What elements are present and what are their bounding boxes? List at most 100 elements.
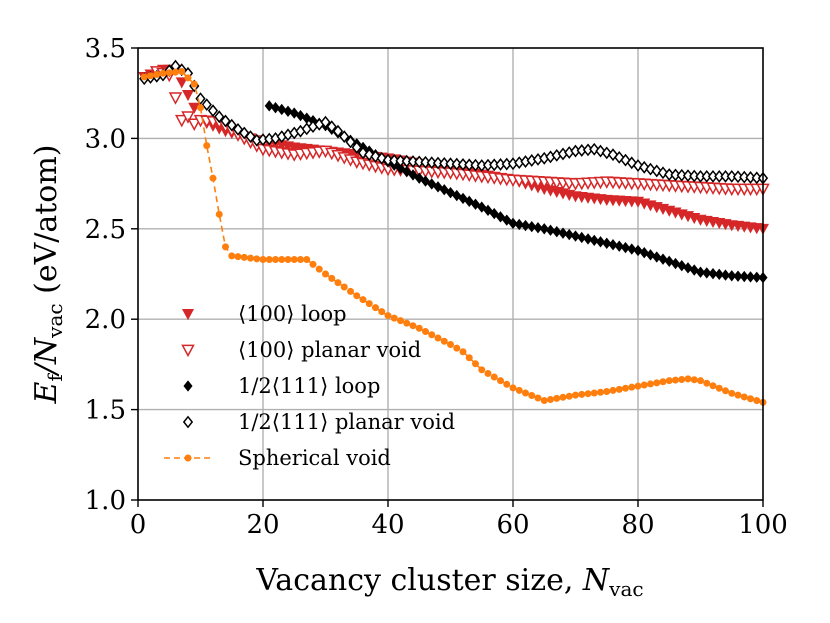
data-point <box>328 274 336 282</box>
data-point <box>728 389 736 397</box>
data-point <box>689 169 700 183</box>
legend-label: 1/2⟨111⟩ loop <box>238 374 380 398</box>
data-point <box>165 69 173 77</box>
data-point <box>401 154 412 168</box>
data-point <box>696 377 704 385</box>
ticks: 0 20 40 60 80 100 1.0 1.5 2.0 2.5 3.0 3.5 <box>85 34 788 540</box>
x-tick-label: 60 <box>496 510 529 540</box>
data-point <box>340 283 348 291</box>
data-point <box>746 395 754 403</box>
legend-marker <box>184 454 192 462</box>
data-point <box>290 256 298 264</box>
data-point <box>402 165 412 178</box>
data-point <box>415 324 423 332</box>
data-point <box>278 256 286 264</box>
data-point <box>739 270 749 283</box>
data-point <box>427 178 437 190</box>
data-point <box>465 354 473 362</box>
legend-label: Spherical void <box>238 446 391 470</box>
data-point <box>382 153 394 167</box>
data-point <box>489 207 499 220</box>
data-point <box>445 186 456 199</box>
data-point <box>670 168 681 182</box>
data-point <box>684 375 692 383</box>
data-point <box>534 394 542 402</box>
data-point <box>140 73 148 81</box>
data-point <box>726 169 737 183</box>
data-point <box>265 256 273 264</box>
legend-marker <box>182 415 194 429</box>
data-point <box>552 226 562 238</box>
data-point <box>620 241 631 254</box>
data-point <box>371 304 379 312</box>
legend-marker <box>181 344 195 358</box>
data-point <box>174 114 189 128</box>
data-point <box>627 243 637 255</box>
data-point <box>545 224 556 236</box>
data-point <box>215 210 223 218</box>
y-axis-title: Ef/Nvac (eV/atom) <box>29 144 67 404</box>
data-point <box>222 243 230 251</box>
data-point <box>570 230 581 242</box>
data-point <box>201 98 212 112</box>
data-point <box>595 236 606 248</box>
data-point <box>695 266 706 278</box>
data-point <box>409 322 417 330</box>
data-point <box>168 92 183 105</box>
data-point <box>596 388 604 396</box>
data-point <box>364 148 375 162</box>
data-point <box>564 228 574 241</box>
data-point <box>457 158 469 171</box>
data-point <box>528 391 536 399</box>
data-point <box>420 155 431 169</box>
data-point <box>727 270 737 282</box>
data-point <box>296 256 304 264</box>
data-point <box>332 124 344 138</box>
x-tick-label: 0 <box>130 510 147 540</box>
data-point <box>283 105 293 117</box>
data-point <box>690 376 698 384</box>
data-point <box>407 155 419 168</box>
data-point <box>471 360 479 368</box>
data-point <box>745 171 756 184</box>
data-point <box>608 239 618 251</box>
y-tick-label: 2.5 <box>85 215 126 245</box>
data-point <box>464 195 474 207</box>
data-point <box>470 198 481 210</box>
data-point <box>470 158 481 172</box>
data-point <box>602 237 612 249</box>
axes-frame <box>137 47 764 501</box>
data-point <box>527 220 537 233</box>
data-point <box>428 331 436 339</box>
data-point <box>459 348 467 356</box>
data-point <box>509 384 517 392</box>
series-1 <box>149 66 770 197</box>
data-point <box>553 394 561 402</box>
data-point <box>451 157 462 171</box>
data-point <box>453 344 461 352</box>
data-point <box>734 391 742 399</box>
data-point <box>709 382 717 390</box>
x-tick-label: 40 <box>371 510 404 540</box>
data-point <box>477 201 487 213</box>
data-point <box>751 171 762 185</box>
data-point <box>495 211 506 223</box>
data-point <box>745 271 756 283</box>
data-point <box>640 381 648 389</box>
legend-label: ⟨100⟩ planar void <box>238 338 421 362</box>
data-point <box>634 382 642 390</box>
data-point <box>484 369 492 377</box>
data-point <box>715 384 723 392</box>
data-point <box>396 317 404 325</box>
data-point <box>434 334 442 342</box>
data-point <box>439 156 450 170</box>
data-point <box>351 141 362 154</box>
data-point <box>590 389 598 397</box>
data-point <box>172 68 180 76</box>
data-point <box>184 74 192 82</box>
data-point <box>671 376 679 384</box>
data-point <box>603 388 611 396</box>
x-tick-label: 100 <box>738 510 788 540</box>
data-point <box>303 256 311 264</box>
